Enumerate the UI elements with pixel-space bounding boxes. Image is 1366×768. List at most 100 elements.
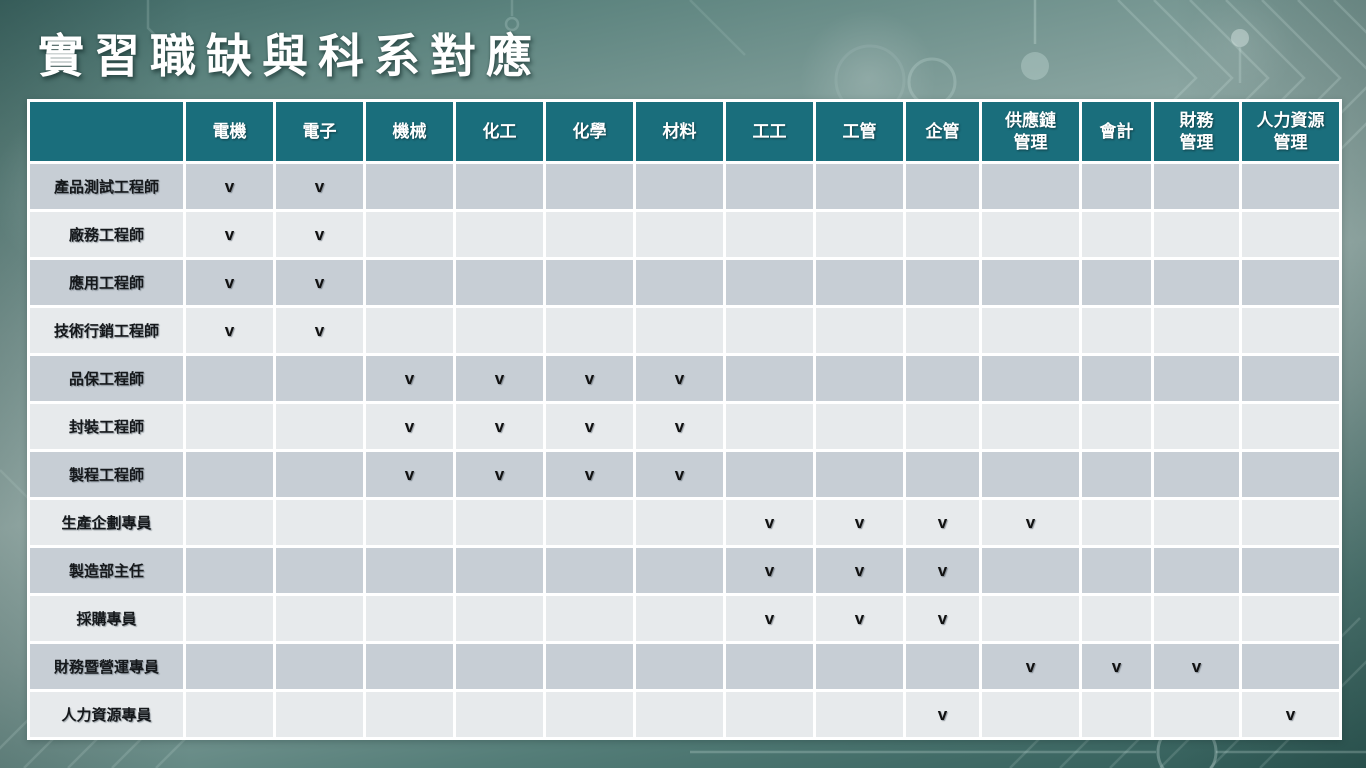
check-cell: v	[366, 404, 453, 449]
empty-cell	[816, 260, 903, 305]
check-cell: v	[276, 212, 363, 257]
check-cell: v	[816, 500, 903, 545]
empty-cell	[1154, 692, 1239, 737]
empty-cell	[982, 212, 1079, 257]
empty-cell	[546, 212, 633, 257]
empty-cell	[1154, 500, 1239, 545]
empty-cell	[726, 452, 813, 497]
check-cell: v	[546, 452, 633, 497]
empty-cell	[186, 644, 273, 689]
empty-cell	[1082, 452, 1151, 497]
empty-cell	[1242, 356, 1339, 401]
check-cell: v	[546, 356, 633, 401]
row-label: 封裝工程師	[30, 404, 183, 449]
empty-cell	[546, 260, 633, 305]
empty-cell	[1154, 596, 1239, 641]
empty-cell	[1242, 404, 1339, 449]
check-cell: v	[1242, 692, 1339, 737]
empty-cell	[726, 212, 813, 257]
check-cell: v	[906, 692, 979, 737]
empty-cell	[906, 308, 979, 353]
empty-cell	[1242, 164, 1339, 209]
empty-cell	[276, 356, 363, 401]
row-label: 應用工程師	[30, 260, 183, 305]
empty-cell	[366, 212, 453, 257]
empty-cell	[546, 500, 633, 545]
row-label: 技術行銷工程師	[30, 308, 183, 353]
column-header-10: 供應鏈 管理	[982, 102, 1079, 161]
table-row: 技術行銷工程師 v v	[30, 308, 1339, 353]
row-label: 製造部主任	[30, 548, 183, 593]
empty-cell	[456, 548, 543, 593]
empty-cell	[1154, 548, 1239, 593]
empty-cell	[546, 692, 633, 737]
check-cell: v	[456, 404, 543, 449]
empty-cell	[906, 452, 979, 497]
table-row: 廠務工程師 v v	[30, 212, 1339, 257]
column-header-2: 電子	[276, 102, 363, 161]
check-cell: v	[546, 404, 633, 449]
empty-cell	[456, 164, 543, 209]
empty-cell	[636, 308, 723, 353]
empty-cell	[276, 548, 363, 593]
empty-cell	[186, 692, 273, 737]
empty-cell	[1242, 452, 1339, 497]
empty-cell	[1082, 212, 1151, 257]
empty-cell	[636, 548, 723, 593]
empty-cell	[1082, 404, 1151, 449]
empty-cell	[366, 260, 453, 305]
job-department-matrix-table: 電機 電子 機械 化工 化學 材料 工工 工管 企管 供應鏈 管理 會計 財務 管理 人力資源 管理 產…	[27, 99, 1342, 740]
empty-cell	[726, 356, 813, 401]
check-cell: v	[726, 596, 813, 641]
empty-cell	[186, 452, 273, 497]
empty-cell	[1242, 548, 1339, 593]
empty-cell	[186, 596, 273, 641]
table-header: 電機 電子 機械 化工 化學 材料 工工 工管 企管 供應鏈 管理 會計 財務 管理 人力資源 管理	[30, 102, 1339, 161]
empty-cell	[982, 596, 1079, 641]
circuit-pads-top	[146, 0, 1249, 116]
column-header-8: 工管	[816, 102, 903, 161]
check-cell: v	[186, 212, 273, 257]
check-cell: v	[816, 548, 903, 593]
empty-cell	[1154, 164, 1239, 209]
empty-cell	[456, 500, 543, 545]
check-cell: v	[1154, 644, 1239, 689]
empty-cell	[276, 692, 363, 737]
empty-cell	[546, 548, 633, 593]
empty-cell	[1242, 596, 1339, 641]
column-header-12: 財務 管理	[1154, 102, 1239, 161]
empty-cell	[726, 164, 813, 209]
empty-cell	[1242, 644, 1339, 689]
empty-cell	[366, 692, 453, 737]
empty-cell	[456, 644, 543, 689]
empty-cell	[636, 596, 723, 641]
empty-cell	[1154, 356, 1239, 401]
empty-cell	[1242, 500, 1339, 545]
empty-cell	[366, 164, 453, 209]
check-cell: v	[636, 452, 723, 497]
table-row: 產品測試工程師 v v	[30, 164, 1339, 209]
check-cell: v	[276, 260, 363, 305]
check-cell: v	[456, 356, 543, 401]
column-header-9: 企管	[906, 102, 979, 161]
column-header-4: 化工	[456, 102, 543, 161]
empty-cell	[982, 260, 1079, 305]
empty-cell	[186, 548, 273, 593]
check-cell: v	[276, 308, 363, 353]
empty-cell	[906, 164, 979, 209]
empty-cell	[186, 356, 273, 401]
check-cell: v	[186, 308, 273, 353]
row-label: 廠務工程師	[30, 212, 183, 257]
empty-cell	[546, 596, 633, 641]
empty-cell	[1082, 356, 1151, 401]
empty-cell	[1154, 308, 1239, 353]
row-label: 生產企劃專員	[30, 500, 183, 545]
empty-cell	[546, 164, 633, 209]
empty-cell	[1242, 308, 1339, 353]
column-header-13: 人力資源 管理	[1242, 102, 1339, 161]
empty-cell	[982, 692, 1079, 737]
empty-cell	[1242, 260, 1339, 305]
empty-cell	[1154, 452, 1239, 497]
empty-cell	[1082, 548, 1151, 593]
